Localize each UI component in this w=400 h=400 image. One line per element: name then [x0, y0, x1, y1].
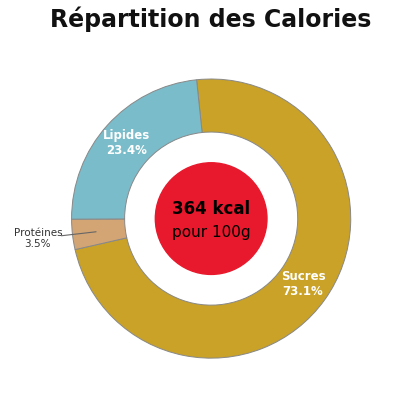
Wedge shape	[72, 219, 127, 250]
Circle shape	[155, 163, 267, 274]
Text: 364 kcal: 364 kcal	[172, 200, 250, 218]
Text: Lipides
23.4%: Lipides 23.4%	[103, 129, 151, 157]
Wedge shape	[72, 80, 202, 219]
Text: Sucres
73.1%: Sucres 73.1%	[281, 270, 326, 298]
Wedge shape	[75, 79, 351, 358]
Text: Protéines
3.5%: Protéines 3.5%	[14, 228, 62, 249]
Title: Répartition des Calories: Répartition des Calories	[50, 7, 372, 32]
Text: pour 100g: pour 100g	[172, 225, 250, 240]
